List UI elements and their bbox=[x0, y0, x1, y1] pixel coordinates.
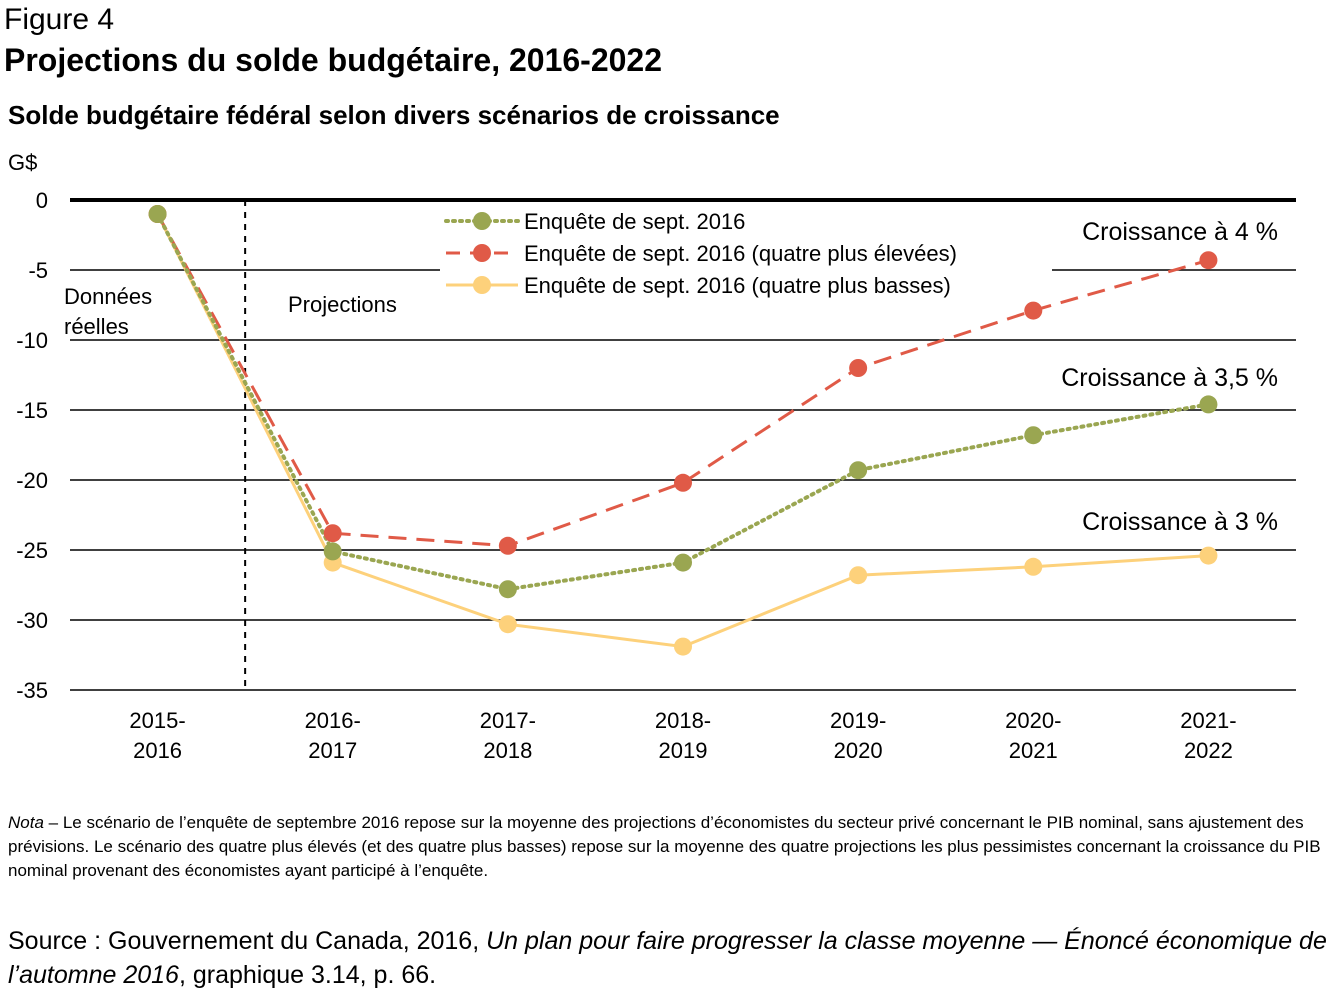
y-tick-label: -35 bbox=[16, 678, 48, 703]
point-high bbox=[849, 359, 868, 377]
point-low bbox=[674, 637, 692, 656]
figure-label: Figure 4 bbox=[4, 3, 115, 36]
y-tick-label: -15 bbox=[16, 398, 48, 423]
legend-marker-2 bbox=[473, 276, 491, 294]
y-tick-label: -5 bbox=[28, 258, 48, 283]
x-tick-label: 2018 bbox=[483, 738, 532, 763]
y-tick-label: 0 bbox=[36, 188, 48, 213]
x-tick-label: 2019- bbox=[830, 708, 886, 733]
x-tick-label: 2020 bbox=[834, 738, 883, 763]
x-axis: 2015- 2016 2016- 2017 2017- 2018 2018- 2019 2019… bbox=[129, 708, 1236, 763]
annotation-growth-4: Croissance à 4 % bbox=[1082, 218, 1278, 246]
note-text: – Le scénario de l’enquête de septembre … bbox=[8, 813, 1321, 880]
legend-marker-1 bbox=[473, 244, 491, 262]
annotation-actual: réelles bbox=[64, 314, 129, 339]
x-tick-label: 2016 bbox=[133, 738, 182, 763]
point-survey bbox=[148, 205, 167, 223]
point-low bbox=[849, 566, 868, 585]
x-tick-label: 2016- bbox=[305, 708, 361, 733]
point-high bbox=[1199, 251, 1218, 270]
y-tick-label: -30 bbox=[16, 608, 48, 633]
point-high bbox=[1024, 301, 1043, 320]
point-low bbox=[498, 615, 517, 634]
x-tick-label: 2017 bbox=[308, 738, 357, 763]
legend-label-0: Enquête de sept. 2016 bbox=[524, 209, 745, 234]
x-tick-label: 2022 bbox=[1184, 738, 1233, 763]
chart-subtitle: Solde budgétaire fédéral selon divers sc… bbox=[8, 100, 780, 130]
x-tick-label: 2021- bbox=[1180, 708, 1236, 733]
legend-label-2: Enquête de sept. 2016 (quatre plus basse… bbox=[524, 273, 951, 298]
x-tick-label: 2015- bbox=[129, 708, 185, 733]
legend-label-1: Enquête de sept. 2016 (quatre plus élevé… bbox=[524, 241, 957, 266]
series bbox=[148, 205, 1218, 656]
y-axis-unit-label: G$ bbox=[8, 150, 37, 175]
x-tick-label: 2021 bbox=[1009, 738, 1058, 763]
source-suffix: , graphique 3.14, p. 66. bbox=[178, 961, 437, 989]
source-prefix: Source : Gouvernement du Canada, 2016, bbox=[8, 927, 487, 955]
label-background bbox=[1056, 210, 1288, 250]
chart-note: Nota – Le scénario de l’enquête de septe… bbox=[8, 811, 1328, 883]
point-high bbox=[498, 536, 517, 555]
chart-source: Source : Gouvernement du Canada, 2016, U… bbox=[8, 924, 1328, 992]
point-high bbox=[323, 524, 342, 543]
point-survey bbox=[674, 553, 692, 572]
y-axis: G$ 0 -5 -10 -15 -20 -25 -30 -35 bbox=[8, 150, 48, 703]
y-tick-label: -10 bbox=[16, 328, 48, 353]
annotations: Données réelles Projections Croissance à 4 … bbox=[64, 200, 1288, 690]
point-low bbox=[1199, 546, 1218, 565]
note-label: Nota bbox=[8, 813, 44, 832]
source-title: Un plan pour faire progresser la classe … bbox=[8, 927, 1327, 989]
point-survey bbox=[323, 542, 342, 561]
x-tick-label: 2018- bbox=[655, 708, 711, 733]
annotation-growth-3: Croissance à 3 % bbox=[1082, 508, 1278, 536]
point-high bbox=[674, 473, 692, 492]
figure-title: Projections du solde budgétaire, 2016-20… bbox=[4, 42, 662, 78]
legend: Enquête de sept. 2016 Enquête de sept. 20… bbox=[440, 202, 1052, 298]
point-survey bbox=[1199, 395, 1218, 414]
point-survey bbox=[498, 580, 517, 599]
x-tick-label: 2020- bbox=[1005, 708, 1061, 733]
point-survey bbox=[1024, 426, 1043, 445]
annotation-actual: Données bbox=[64, 284, 152, 309]
legend-background bbox=[440, 202, 1052, 298]
legend-marker-0 bbox=[473, 212, 491, 230]
x-tick-label: 2019 bbox=[659, 738, 708, 763]
x-tick-label: 2017- bbox=[480, 708, 536, 733]
y-tick-label: -25 bbox=[16, 538, 48, 563]
line-chart: G$0-5-10-15-20-25-30-35 2015-20162016-20… bbox=[8, 150, 1296, 763]
y-tick-label: -20 bbox=[16, 468, 48, 493]
point-low bbox=[1024, 557, 1043, 576]
annotation-growth-35: Croissance à 3,5 % bbox=[1061, 364, 1278, 392]
annotation-projections: Projections bbox=[288, 292, 397, 317]
point-survey bbox=[849, 461, 868, 480]
